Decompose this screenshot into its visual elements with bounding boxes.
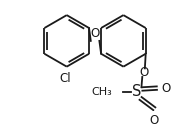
Text: Cl: Cl xyxy=(59,72,71,85)
Text: O: O xyxy=(161,82,170,95)
Text: S: S xyxy=(132,84,142,99)
Text: O: O xyxy=(91,27,100,40)
Text: O: O xyxy=(139,66,149,79)
Text: CH₃: CH₃ xyxy=(91,87,112,97)
Text: O: O xyxy=(150,114,159,127)
